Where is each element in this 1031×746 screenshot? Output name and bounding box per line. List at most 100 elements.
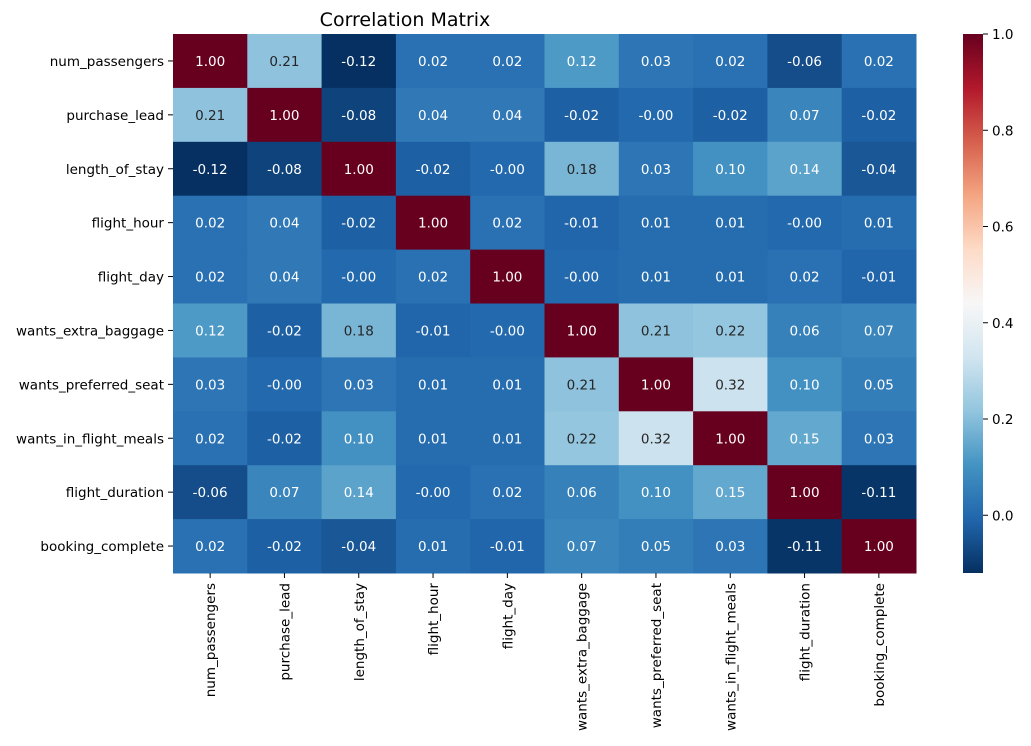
cell-value-label: -0.00 xyxy=(638,108,673,124)
heatmap-cell xyxy=(247,87,323,143)
cell-value-label: -0.00 xyxy=(416,485,451,501)
cell-value-label: 0.01 xyxy=(418,431,448,447)
heatmap-cell xyxy=(173,34,248,89)
cell-value-label: -0.02 xyxy=(267,431,302,447)
heatmap-cells xyxy=(173,34,917,574)
heatmap-cell xyxy=(841,411,917,466)
cell-value-label: -0.06 xyxy=(193,485,228,501)
heatmap-cell xyxy=(470,411,545,466)
cell-value-label: -0.06 xyxy=(787,54,822,70)
cell-value-label: 0.03 xyxy=(641,54,671,70)
heatmap-cell xyxy=(767,249,843,304)
x-tick-label: flight_day xyxy=(500,583,516,649)
cell-value-label: 0.02 xyxy=(418,270,448,286)
cell-value-label: 0.32 xyxy=(715,377,745,393)
cell-value-label: 1.00 xyxy=(492,270,522,286)
cell-value-label: 0.01 xyxy=(418,377,448,393)
heatmap-cell xyxy=(544,87,620,143)
cell-value-label: 0.06 xyxy=(790,323,820,339)
heatmap-cell xyxy=(321,465,397,520)
cell-value-label: 0.14 xyxy=(790,162,820,178)
cell-value-label: -0.00 xyxy=(341,270,376,286)
heatmap-cell xyxy=(841,357,917,412)
heatmap-cell xyxy=(618,195,694,251)
heatmap-cell xyxy=(395,87,471,143)
cell-value-label: -0.02 xyxy=(267,323,302,339)
cell-value-label: -0.00 xyxy=(490,323,525,339)
cell-value-label: 0.07 xyxy=(269,485,299,501)
cell-value-label: 0.32 xyxy=(641,431,671,447)
cell-value-label: 0.18 xyxy=(567,162,597,178)
heatmap-cell xyxy=(618,411,694,466)
cell-value-label: 0.02 xyxy=(195,270,225,286)
heatmap-cell xyxy=(693,303,768,358)
cell-value-label: 0.06 xyxy=(567,485,597,501)
colorbar-tick-label: 0.2 xyxy=(992,412,1013,428)
cell-value-label: 0.01 xyxy=(715,270,745,286)
cell-value-label: 0.10 xyxy=(790,377,820,393)
cell-value-label: -0.02 xyxy=(713,108,748,124)
heatmap-cell xyxy=(767,303,843,358)
heatmap-cell xyxy=(693,141,768,197)
cell-value-label: 1.00 xyxy=(864,539,894,555)
cell-value-label: -0.12 xyxy=(193,162,228,178)
x-tick-label: booking_complete xyxy=(872,583,888,707)
heatmap-cell xyxy=(470,34,545,89)
cell-value-label: 0.22 xyxy=(715,323,745,339)
y-tick-label: purchase_lead xyxy=(66,108,164,124)
x-tick-label: wants_extra_baggage xyxy=(575,583,591,731)
heatmap-cell xyxy=(173,357,248,412)
heatmap-cell xyxy=(321,249,397,304)
heatmap-cell xyxy=(247,249,323,304)
cell-value-label: 0.18 xyxy=(344,323,374,339)
x-tick-label: length_of_stay xyxy=(352,583,368,681)
cell-value-label: 0.02 xyxy=(195,539,225,555)
colorbar-tick-label: 0.8 xyxy=(992,123,1013,139)
cell-value-label: -0.02 xyxy=(564,108,599,124)
cell-value-label: -0.00 xyxy=(787,216,822,232)
heatmap-cell xyxy=(395,303,471,358)
cell-value-label: -0.01 xyxy=(416,323,451,339)
cell-value-label: 0.21 xyxy=(567,377,597,393)
heatmap-cell xyxy=(618,249,694,304)
heatmap-cell xyxy=(693,465,768,520)
heatmap-cell xyxy=(693,87,768,143)
colorbar-gradient xyxy=(963,34,983,573)
heatmap-cell xyxy=(841,519,917,574)
heatmap-cell xyxy=(321,357,397,412)
cell-value-label: 0.02 xyxy=(492,485,522,501)
cell-value-label: 0.04 xyxy=(492,108,522,124)
heatmap-cell xyxy=(841,195,917,251)
y-tick-label: booking_complete xyxy=(40,539,164,555)
cell-value-label: 0.22 xyxy=(567,431,597,447)
y-tick-label: wants_in_flight_meals xyxy=(16,431,164,447)
cell-value-label: 1.00 xyxy=(344,162,374,178)
heatmap-cell xyxy=(173,519,248,574)
cell-value-label: 0.12 xyxy=(195,323,225,339)
cell-value-label: 0.07 xyxy=(864,323,894,339)
heatmap-cell xyxy=(841,249,917,304)
heatmap-cell xyxy=(395,357,471,412)
y-tick-label: num_passengers xyxy=(50,54,164,70)
heatmap-cell xyxy=(321,519,397,574)
x-tick-label: flight_hour xyxy=(426,583,442,656)
heatmap-cell xyxy=(693,34,768,89)
heatmap-cell xyxy=(247,195,323,251)
cell-value-label: 0.10 xyxy=(715,162,745,178)
heatmap-cell xyxy=(321,195,397,251)
heatmap-cell xyxy=(247,411,323,466)
cell-value-label: 0.21 xyxy=(641,323,671,339)
heatmap-cell xyxy=(544,303,620,358)
heatmap-cell xyxy=(544,411,620,466)
cell-value-label: 0.03 xyxy=(641,162,671,178)
y-axis-tick-labels: num_passengers purchase_lead length_of_sta… xyxy=(16,54,173,555)
y-tick-label: flight_day xyxy=(98,270,164,286)
heatmap-cell xyxy=(618,34,694,89)
cell-value-label: -0.02 xyxy=(341,216,376,232)
heatmap-cell xyxy=(173,141,248,197)
heatmap-cell xyxy=(767,411,843,466)
cell-value-label: 0.02 xyxy=(790,270,820,286)
heatmap-cell xyxy=(618,465,694,520)
heatmap-cell xyxy=(247,34,323,89)
